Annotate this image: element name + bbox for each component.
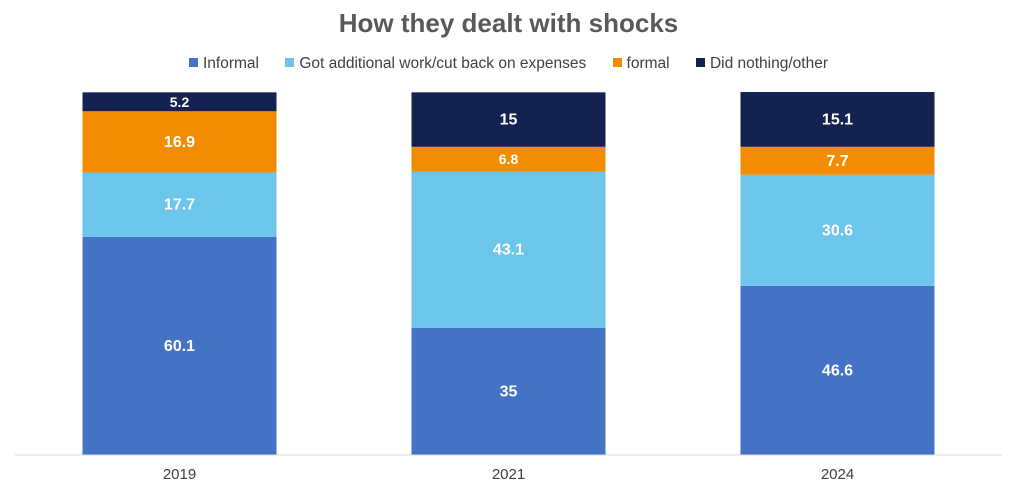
data-label: 30.6 [822, 222, 853, 239]
data-label: 43.1 [493, 242, 524, 259]
chart-title: How they dealt with shocks [338, 8, 679, 38]
bar-segment [740, 146, 935, 175]
data-label: 7.7 [826, 153, 848, 170]
legend-label: Did nothing/other [709, 55, 828, 72]
legend-item-did-nothing: Did nothing/other [695, 55, 828, 73]
legend-label: formal [626, 55, 670, 72]
legend-swatch [695, 58, 705, 67]
legend-item-additional-work: Got additional work/cut back on expenses [285, 55, 586, 73]
data-label: 15.1 [822, 111, 853, 128]
legend-item-formal: formal [612, 55, 670, 73]
bar-segment [82, 111, 277, 173]
bar-segment [82, 172, 277, 237]
data-label: 15 [500, 112, 518, 129]
data-label: 17.7 [164, 197, 195, 214]
legend-label: Got additional work/cut back on expenses [299, 55, 587, 72]
bar-segment [411, 92, 606, 147]
data-label: 46.6 [822, 362, 853, 379]
legend-swatch [285, 58, 295, 67]
data-label: 60.1 [164, 338, 195, 355]
legend-swatch [612, 58, 622, 67]
bar-segment [411, 146, 606, 172]
bar-segment [411, 171, 606, 328]
bar-segment [82, 236, 277, 455]
data-label: 16.9 [164, 134, 195, 151]
data-label: 6.8 [499, 151, 519, 167]
data-label: 35 [500, 383, 518, 400]
x-tick-label: 2024 [821, 466, 854, 483]
x-tick-label: 2021 [492, 466, 525, 483]
bar-segment [82, 92, 277, 112]
legend-label: Informal [203, 55, 259, 72]
data-label: 5.2 [170, 94, 190, 110]
bar-segment [740, 285, 935, 455]
bar-segment [740, 92, 935, 147]
legend: Informal Got additional work/cut back on… [0, 55, 1017, 73]
x-tick-label: 2019 [163, 466, 196, 483]
bar-segment [740, 174, 935, 286]
legend-swatch [189, 58, 198, 67]
legend-item-informal: Informal [189, 55, 259, 73]
bar-segment [411, 327, 606, 455]
